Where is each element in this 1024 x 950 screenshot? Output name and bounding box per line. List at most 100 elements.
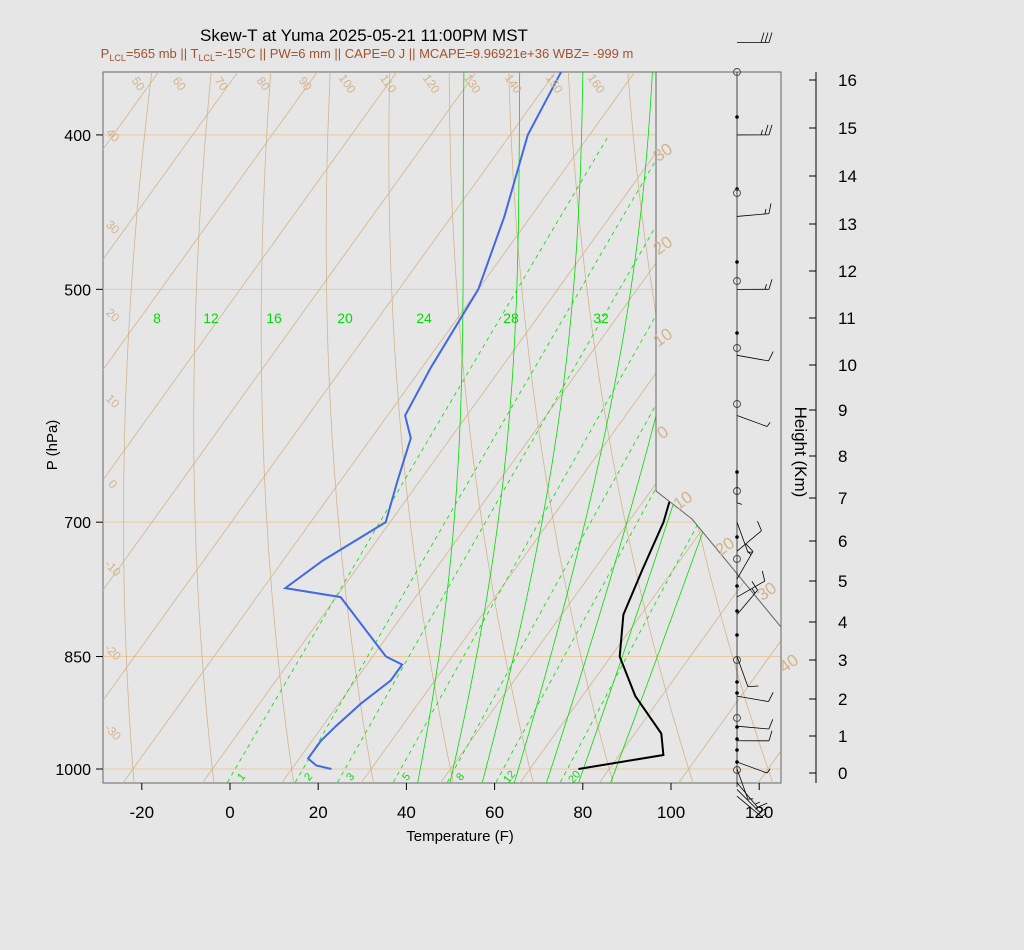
height-tick-label: 13	[838, 215, 857, 234]
wind-barb	[736, 570, 766, 598]
height-tick-label: 16	[838, 71, 857, 90]
dry-adiabat-line	[870, 0, 1024, 803]
height-level-circle	[733, 68, 741, 76]
wind-barb	[736, 656, 759, 687]
x-tick-label: 120	[745, 803, 773, 822]
wind-barb	[736, 124, 773, 136]
isotherm-line	[271, 72, 781, 783]
dry-adiabat-line	[773, 72, 781, 783]
moist-adiabat-label: 32	[593, 310, 609, 326]
height-level-dot	[735, 584, 739, 588]
wind-barb	[736, 782, 768, 808]
wind-barb	[736, 761, 771, 774]
dry-adiabat-line	[1004, 0, 1024, 803]
dry-adiabat-line	[388, 72, 514, 783]
moist-adiabat-label: 8	[153, 310, 161, 326]
height-tick-label: 3	[838, 651, 847, 670]
x-tick-label: -20	[130, 803, 155, 822]
height-tick-label: 1	[838, 727, 847, 746]
height-level-circle	[733, 189, 741, 197]
wind-barb	[736, 768, 754, 800]
wind-barb	[736, 789, 769, 813]
dry-adiabat-line	[325, 72, 473, 783]
height-level-circle	[733, 656, 741, 664]
wind-barb	[736, 795, 767, 818]
chart-title: Skew-T at Yuma 2025-05-21 11:00PM MST	[200, 26, 528, 45]
height-tick-label: 6	[838, 532, 847, 551]
moist-adiabat-label: 16	[266, 310, 282, 326]
mixing-ratio-line	[552, 134, 781, 783]
y-tick-label: 700	[64, 515, 91, 532]
height-level-circle	[733, 400, 741, 408]
dewpoint-line	[282, 72, 781, 770]
dry-adiabat-line	[193, 72, 391, 783]
x-tick-label: 80	[573, 803, 592, 822]
dry-adiabat-line	[563, 72, 700, 783]
wind-barb	[736, 203, 772, 217]
height-level-dot	[735, 633, 739, 637]
plot-mask	[655, 72, 782, 783]
y-axis-label: P (hPa)	[44, 420, 61, 471]
x-tick-label: 100	[657, 803, 685, 822]
moist-adiabat-label: 28	[503, 310, 519, 326]
axes: -200204060801001201001502002503004005007…	[55, 128, 773, 822]
mixing-ratio-line	[218, 134, 610, 783]
isotherm-line	[103, 72, 781, 783]
y-tick-label: 400	[64, 128, 91, 145]
wind-barb	[736, 470, 743, 505]
y-tick-label: 1000	[55, 762, 91, 779]
height-level-dot	[735, 691, 739, 695]
isotherm-line	[748, 72, 781, 783]
isotherm-line	[103, 72, 781, 783]
height-level-dot	[735, 187, 739, 191]
wind-barb	[736, 692, 774, 702]
height-tick-label: 9	[838, 401, 847, 420]
wind-barbs	[733, 32, 774, 818]
height-tick-label: 14	[838, 167, 857, 186]
moist-adiabat-label: 20	[337, 310, 353, 326]
height-level-circle	[733, 277, 741, 285]
y-tick-label: 850	[64, 650, 91, 667]
height-level-dot	[735, 535, 739, 539]
plot-area	[102, 71, 782, 784]
x-axis-label: Temperature (F)	[406, 828, 514, 845]
moist-adiabat-line	[414, 72, 480, 783]
chart-subtitle: PLCL=565 mb || TLCL=-15oC || PW=6 mm || …	[101, 45, 634, 63]
x-tick-label: 20	[309, 803, 328, 822]
wind-barb	[736, 730, 773, 742]
isotherm-line	[351, 72, 781, 783]
height-tick-label: 2	[838, 690, 847, 709]
moist-adiabat-line	[541, 72, 746, 783]
wind-barb	[736, 415, 771, 427]
wind-barb	[736, 279, 773, 290]
dry-adiabat-line	[916, 0, 1024, 803]
height-level-dot	[735, 331, 739, 335]
moist-adiabat-line	[446, 72, 531, 783]
mixing-ratio-line	[488, 134, 781, 783]
isotherm-line	[192, 72, 781, 783]
height-level-dot	[735, 760, 739, 764]
height-axis-label: Height (Km)	[791, 407, 810, 498]
wind-barb	[736, 520, 762, 552]
dry-adiabat-line	[507, 72, 620, 783]
isotherm-line	[113, 72, 781, 783]
height-tick-label: 12	[838, 262, 857, 281]
height-level-dot	[735, 115, 739, 119]
height-level-circle	[733, 714, 741, 722]
height-tick-label: 4	[838, 613, 847, 632]
moist-adiabat-label: 24	[416, 310, 432, 326]
height-level-dot	[735, 609, 739, 613]
height-tick-label: 7	[838, 489, 847, 508]
height-tick-label: 15	[838, 119, 857, 138]
x-tick-label: 0	[225, 803, 234, 822]
wind-barb	[736, 719, 774, 730]
height-tick-label: 10	[838, 356, 857, 375]
dry-adiabat-line	[123, 72, 350, 783]
dry-adiabat-line	[448, 72, 555, 783]
x-tick-label: 60	[485, 803, 504, 822]
height-level-circle	[733, 344, 741, 352]
height-level-dot	[735, 748, 739, 752]
height-level-dot	[735, 737, 739, 741]
